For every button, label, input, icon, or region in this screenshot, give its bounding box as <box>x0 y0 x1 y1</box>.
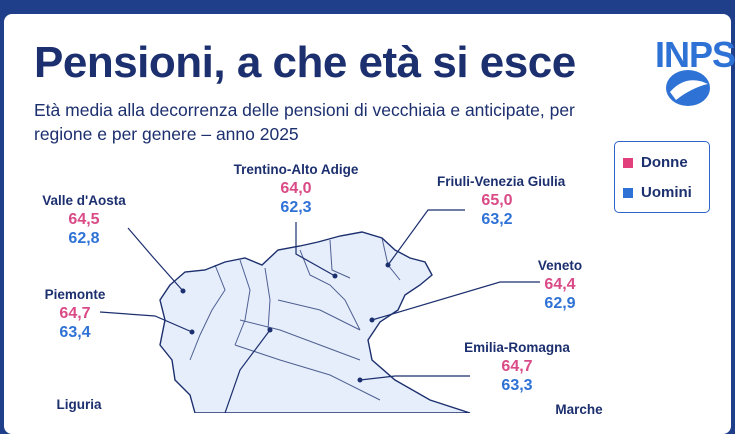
leader-trentino <box>295 222 336 277</box>
dot-liguria <box>267 327 273 333</box>
region-name: Piemonte <box>44 287 106 302</box>
top-band <box>0 0 735 18</box>
region-value-donne: 64,7 <box>501 358 533 375</box>
leader-friuli <box>387 209 465 266</box>
region-value-donne: 65,0 <box>481 192 513 209</box>
inps-logo-mark-icon <box>666 70 710 106</box>
dot-piemonte <box>189 329 195 335</box>
region-value-uomini: 62,9 <box>544 295 576 312</box>
region-label-liguria: Liguria <box>54 397 104 412</box>
leader-liguria <box>224 329 271 413</box>
region-value-donne: 64,0 <box>280 180 312 197</box>
region-value-donne: 64,7 <box>59 305 91 322</box>
leader-veneto <box>371 281 540 321</box>
region-value-uomini: 62,8 <box>68 230 100 247</box>
legend-swatch-uomini <box>623 187 633 198</box>
region-name: Valle d'Aosta <box>42 193 126 208</box>
legend-item-donne: Donne <box>623 154 688 171</box>
region-name: Marche <box>555 402 603 417</box>
legend: Donne Uomini <box>614 141 710 213</box>
legend-swatch-donne <box>623 157 633 168</box>
leader-piemonte <box>99 311 193 333</box>
region-label-trentino-alto-adige: Trentino-Alto Adige 64,0 62,3 <box>228 162 364 217</box>
region-name: Liguria <box>56 397 102 412</box>
leader-lines <box>99 209 540 413</box>
dot-friuli <box>385 262 391 268</box>
region-name: Trentino-Alto Adige <box>233 162 359 177</box>
region-name: Emilia-Romagna <box>464 340 570 355</box>
region-name: Veneto <box>537 258 583 273</box>
dot-emilia <box>357 377 363 383</box>
leader-valle-daosta <box>127 227 184 292</box>
region-value-uomini: 63,4 <box>59 324 91 341</box>
region-value-uomini: 62,3 <box>280 199 312 216</box>
region-name: Friuli-Venezia Giulia <box>437 174 566 189</box>
region-label-valle-daosta: Valle d'Aosta 64,5 62,8 <box>38 193 130 248</box>
region-label-veneto: Veneto 64,4 62,9 <box>530 258 590 313</box>
region-value-donne: 64,4 <box>544 276 576 293</box>
region-label-emilia-romagna: Emilia-Romagna 64,7 63,3 <box>462 340 572 395</box>
dot-valle-daosta <box>180 288 186 294</box>
region-value-uomini: 63,3 <box>501 377 533 394</box>
region-value-uomini: 63,2 <box>481 211 513 228</box>
region-dots <box>180 262 391 383</box>
region-value-donne: 64,5 <box>68 211 100 228</box>
legend-label-donne: Donne <box>641 154 688 171</box>
italy-outline <box>159 231 471 413</box>
leader-emilia <box>359 375 470 381</box>
inps-logo: INPS <box>655 34 735 75</box>
legend-item-uomini: Uomini <box>623 184 692 201</box>
italy-map <box>99 209 540 413</box>
region-label-friuli-venezia-giulia: Friuli-Venezia Giulia 65,0 63,2 <box>437 174 566 229</box>
page-subtitle: Età media alla decorrenza delle pensioni… <box>34 100 575 144</box>
dot-trentino <box>332 273 338 279</box>
region-label-piemonte: Piemonte 64,7 63,4 <box>40 287 110 342</box>
page-title: Pensioni, a che età si esce <box>34 38 576 87</box>
legend-label-uomini: Uomini <box>641 184 692 201</box>
dot-veneto <box>369 317 375 323</box>
region-label-marche: Marche <box>552 402 606 417</box>
